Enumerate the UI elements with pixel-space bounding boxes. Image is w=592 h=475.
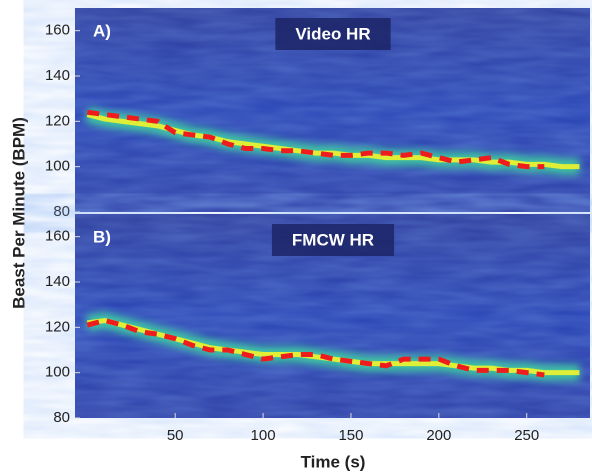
title-box [271,224,395,256]
hr-line [86,109,545,170]
y-axis-label: Beast Per Minute (BPM) [9,117,28,309]
y-tick-label: 120 [45,318,70,335]
y-tick-label: 80 [53,203,70,220]
y-tick-label: 100 [45,158,70,175]
x-tick-label: 150 [338,427,363,444]
panel-title: Video HR [295,24,370,43]
x-tick-label: 250 [514,427,539,444]
hr-line [86,317,545,378]
title-box [275,18,391,50]
x-axis-label: Time (s) [301,452,366,471]
x-tick-label: 200 [426,427,451,444]
plot-layer [85,106,580,175]
y-tick-label: 140 [45,273,70,290]
y-tick-label: 80 [53,409,70,426]
panel-title: FMCW HR [292,230,374,249]
panel-label: B) [93,227,111,246]
x-tick-label: 50 [167,427,184,444]
y-tick-label: 120 [45,112,70,129]
plot-layer [86,312,580,381]
y-tick-label: 160 [45,22,70,39]
x-tick-label: 100 [251,427,276,444]
panel-label: A) [93,21,111,40]
y-tick-label: 100 [45,364,70,381]
y-tick-label: 160 [45,228,70,245]
y-tick-label: 140 [45,67,70,84]
